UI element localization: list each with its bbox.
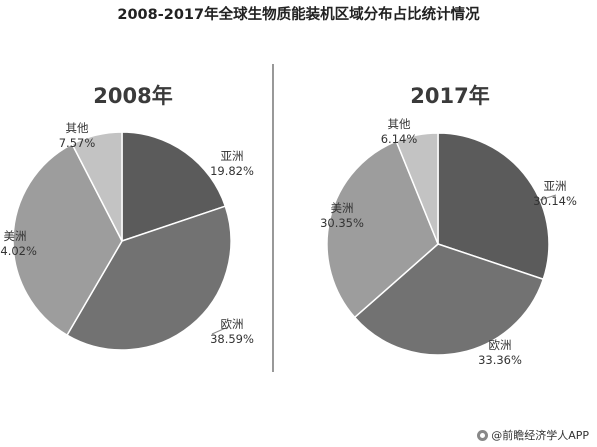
slice-value-europe: 38.59% xyxy=(210,332,254,346)
brand-logo-icon xyxy=(477,429,489,441)
pie-slice-europe xyxy=(66,205,232,351)
pie-slice-americas xyxy=(326,140,439,319)
slice-label-other: 其他 xyxy=(66,121,89,135)
slice-value-americas: 30.35% xyxy=(320,216,364,230)
slice-label-other: 其他 xyxy=(388,117,411,131)
slice-label-europe: 欧洲 xyxy=(489,338,512,352)
pie-title: 2008年 xyxy=(93,84,172,108)
pie-slice-other xyxy=(395,132,439,245)
slice-label-asia: 亚洲 xyxy=(221,149,244,163)
footer-source-text: @前瞻经济学人APP xyxy=(491,429,589,442)
pie-title: 2017年 xyxy=(410,84,489,108)
slice-value-europe: 33.36% xyxy=(478,353,522,367)
footer-source: @前瞻经济学人APP xyxy=(477,427,589,443)
pie-slice-other xyxy=(71,131,123,242)
pie-slice-europe xyxy=(353,243,545,356)
pie-slice-asia xyxy=(437,132,550,281)
slice-value-other: 7.57% xyxy=(59,136,96,150)
slice-value-asia: 30.14% xyxy=(533,194,577,208)
slice-label-europe: 欧洲 xyxy=(221,317,244,331)
pie-slice-asia xyxy=(121,131,227,243)
slice-label-americas: 美洲 xyxy=(4,229,27,243)
slice-label-asia: 亚洲 xyxy=(544,179,567,193)
page-title: 2008-2017年全球生物质能装机区域分布占比统计情况 xyxy=(117,7,480,23)
slice-value-americas: 34.02% xyxy=(0,244,37,258)
slice-label-americas: 美洲 xyxy=(331,201,354,215)
leader-line xyxy=(539,194,557,201)
leader-line xyxy=(211,326,229,335)
pie-slice-americas xyxy=(12,143,123,337)
slice-value-other: 6.14% xyxy=(381,132,418,146)
slice-value-asia: 19.82% xyxy=(210,164,254,178)
